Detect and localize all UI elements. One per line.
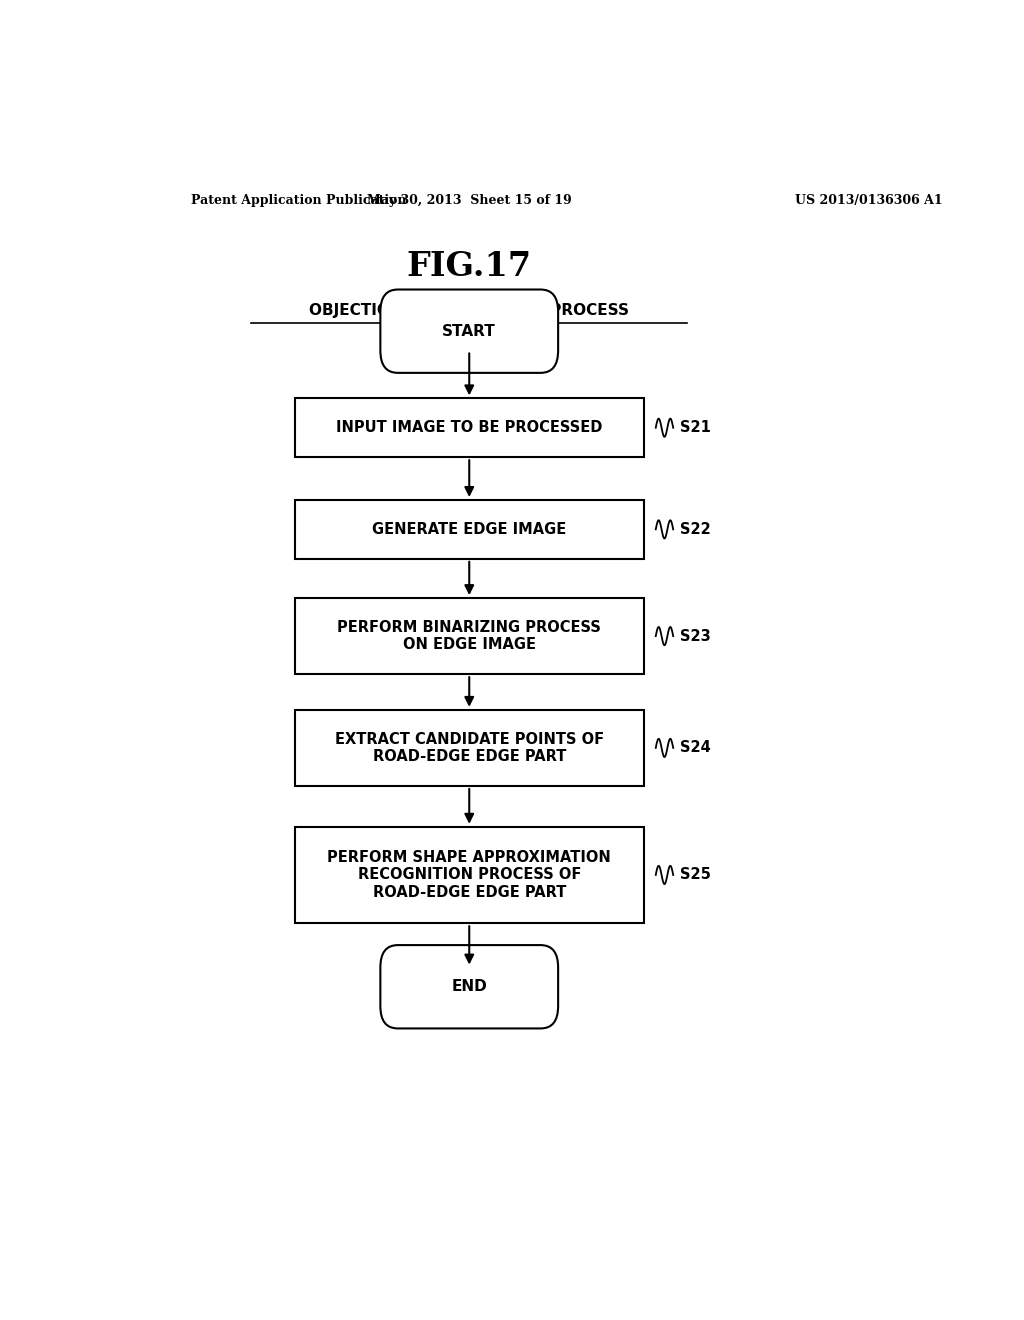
Text: S21: S21	[680, 420, 711, 436]
Text: START: START	[442, 323, 496, 339]
Text: FIG.17: FIG.17	[407, 249, 531, 282]
Text: END: END	[452, 979, 487, 994]
Text: US 2013/0136306 A1: US 2013/0136306 A1	[795, 194, 942, 207]
Text: S22: S22	[680, 521, 711, 537]
Text: EXTRACT CANDIDATE POINTS OF
ROAD-EDGE EDGE PART: EXTRACT CANDIDATE POINTS OF ROAD-EDGE ED…	[335, 731, 604, 764]
Text: PERFORM BINARIZING PROCESS
ON EDGE IMAGE: PERFORM BINARIZING PROCESS ON EDGE IMAGE	[337, 620, 601, 652]
Text: INPUT IMAGE TO BE PROCESSED: INPUT IMAGE TO BE PROCESSED	[336, 420, 602, 436]
Text: GENERATE EDGE IMAGE: GENERATE EDGE IMAGE	[372, 521, 566, 537]
FancyBboxPatch shape	[295, 399, 644, 457]
FancyBboxPatch shape	[380, 289, 558, 372]
FancyBboxPatch shape	[295, 500, 644, 558]
Text: May 30, 2013  Sheet 15 of 19: May 30, 2013 Sheet 15 of 19	[367, 194, 571, 207]
FancyBboxPatch shape	[380, 945, 558, 1028]
Text: S24: S24	[680, 741, 711, 755]
Text: S23: S23	[680, 628, 711, 644]
Text: S25: S25	[680, 867, 711, 883]
Text: Patent Application Publication: Patent Application Publication	[191, 194, 407, 207]
FancyBboxPatch shape	[295, 598, 644, 675]
FancyBboxPatch shape	[295, 710, 644, 785]
FancyBboxPatch shape	[295, 826, 644, 923]
Text: OBJECTION IDENTIFICATION PROCESS: OBJECTION IDENTIFICATION PROCESS	[309, 302, 629, 318]
Text: PERFORM SHAPE APPROXIMATION
RECOGNITION PROCESS OF
ROAD-EDGE EDGE PART: PERFORM SHAPE APPROXIMATION RECOGNITION …	[328, 850, 611, 900]
